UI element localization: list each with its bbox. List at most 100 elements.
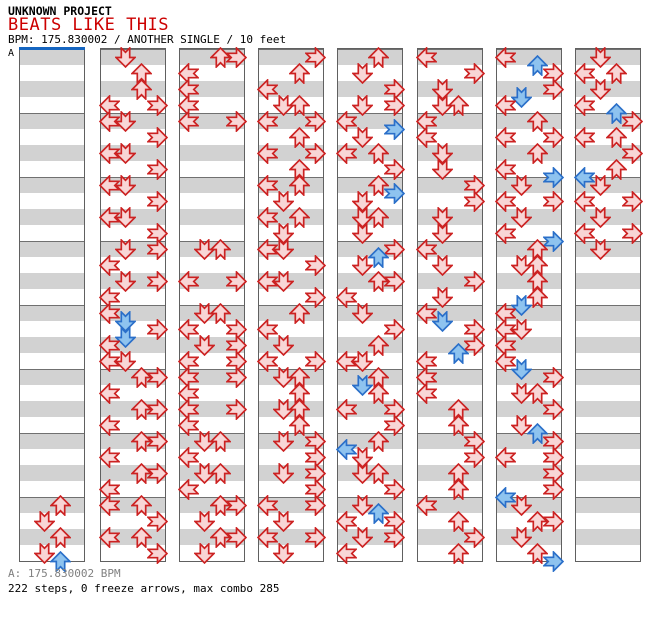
note-right-arrow-icon bbox=[146, 430, 168, 452]
note-down-arrow-icon bbox=[351, 350, 373, 372]
footer-stats-text: 222 steps, 0 freeze arrows, max combo 28… bbox=[8, 582, 280, 595]
note-up-arrow-icon bbox=[526, 270, 548, 292]
note-right-arrow-icon bbox=[383, 182, 405, 204]
note-right-arrow-icon bbox=[383, 118, 405, 140]
note-left-arrow-icon bbox=[177, 110, 199, 132]
note-down-arrow-icon bbox=[431, 254, 453, 276]
note-right-arrow-icon bbox=[146, 126, 168, 148]
note-down-arrow-icon bbox=[351, 494, 373, 516]
note-left-arrow-icon bbox=[177, 318, 199, 340]
note-up-arrow-icon bbox=[367, 206, 389, 228]
chart-column-6 bbox=[415, 46, 485, 564]
note-down-arrow-icon bbox=[114, 110, 136, 132]
note-right-arrow-icon bbox=[225, 398, 247, 420]
note-left-arrow-icon bbox=[177, 478, 199, 500]
note-down-arrow-icon bbox=[33, 542, 55, 564]
note-right-arrow-icon bbox=[383, 238, 405, 260]
note-left-arrow-icon bbox=[494, 190, 516, 212]
note-up-arrow-icon bbox=[288, 414, 310, 436]
note-down-arrow-icon bbox=[431, 222, 453, 244]
note-down-arrow-icon bbox=[589, 238, 611, 260]
note-left-arrow-icon bbox=[256, 350, 278, 372]
note-left-arrow-icon bbox=[98, 446, 120, 468]
note-left-arrow-icon bbox=[494, 446, 516, 468]
note-right-arrow-icon bbox=[304, 350, 326, 372]
note-right-arrow-icon bbox=[225, 526, 247, 548]
note-up-arrow-icon bbox=[288, 158, 310, 180]
note-right-arrow-icon bbox=[383, 318, 405, 340]
note-left-arrow-icon bbox=[98, 350, 120, 372]
note-left-arrow-icon bbox=[573, 190, 595, 212]
note-up-arrow-icon bbox=[526, 254, 548, 276]
note-up-arrow-icon bbox=[526, 382, 548, 404]
note-up-arrow-icon bbox=[49, 494, 71, 516]
note-down-arrow-icon bbox=[431, 206, 453, 228]
note-up-arrow-icon bbox=[367, 462, 389, 484]
note-right-arrow-icon bbox=[463, 446, 485, 468]
note-down-arrow-icon bbox=[114, 206, 136, 228]
chart-column-1 bbox=[19, 47, 85, 572]
note-right-arrow-icon bbox=[304, 286, 326, 308]
note-up-arrow-icon bbox=[367, 366, 389, 388]
note-down-arrow-icon bbox=[114, 238, 136, 260]
note-down-arrow-icon bbox=[510, 318, 532, 340]
note-up-arrow-icon bbox=[209, 46, 231, 68]
note-right-arrow-icon bbox=[146, 94, 168, 116]
note-left-arrow-icon bbox=[494, 158, 516, 180]
note-up-arrow-icon bbox=[288, 382, 310, 404]
note-down-arrow-icon bbox=[351, 526, 373, 548]
chart-column-5 bbox=[335, 46, 405, 564]
note-down-arrow-icon bbox=[351, 446, 373, 468]
note-right-arrow-icon bbox=[304, 494, 326, 516]
note-down-arrow-icon bbox=[193, 542, 215, 564]
chart-column-8 bbox=[573, 46, 643, 562]
note-up-arrow-icon bbox=[605, 102, 627, 124]
note-left-arrow-icon bbox=[256, 78, 278, 100]
note-down-arrow-icon bbox=[114, 310, 136, 332]
note-up-arrow-icon bbox=[526, 286, 548, 308]
note-up-arrow-icon bbox=[209, 430, 231, 452]
note-left-arrow-icon bbox=[256, 206, 278, 228]
note-right-arrow-icon bbox=[146, 366, 168, 388]
note-down-arrow-icon bbox=[351, 222, 373, 244]
note-left-arrow-icon bbox=[98, 110, 120, 132]
note-down-arrow-icon bbox=[351, 302, 373, 324]
note-left-arrow-icon bbox=[256, 174, 278, 196]
note-down-arrow-icon bbox=[272, 222, 294, 244]
note-right-arrow-icon bbox=[304, 142, 326, 164]
note-left-arrow-icon bbox=[573, 94, 595, 116]
note-right-arrow-icon bbox=[146, 542, 168, 564]
chart-column-3 bbox=[177, 46, 247, 564]
note-up-arrow-icon bbox=[367, 142, 389, 164]
note-left-arrow-icon bbox=[335, 438, 357, 460]
note-up-arrow-icon bbox=[605, 126, 627, 148]
note-right-arrow-icon bbox=[542, 126, 564, 148]
note-up-arrow-icon bbox=[130, 62, 152, 84]
note-left-arrow-icon bbox=[256, 110, 278, 132]
note-right-arrow-icon bbox=[383, 94, 405, 116]
note-left-arrow-icon bbox=[98, 302, 120, 324]
note-up-arrow-icon bbox=[367, 174, 389, 196]
note-up-arrow-icon bbox=[526, 142, 548, 164]
note-up-arrow-icon bbox=[367, 334, 389, 356]
note-right-arrow-icon bbox=[225, 110, 247, 132]
note-up-arrow-icon bbox=[367, 270, 389, 292]
note-right-arrow-icon bbox=[542, 166, 564, 188]
note-down-arrow-icon bbox=[589, 78, 611, 100]
note-down-arrow-icon bbox=[351, 374, 373, 396]
note-up-arrow-icon bbox=[605, 62, 627, 84]
note-right-arrow-icon bbox=[542, 230, 564, 252]
song-subtitle: BPM: 175.830002 / ANOTHER SINGLE / 10 fe… bbox=[8, 33, 287, 46]
note-up-arrow-icon bbox=[367, 246, 389, 268]
chart-column-4 bbox=[256, 46, 326, 564]
note-right-arrow-icon bbox=[463, 190, 485, 212]
note-up-arrow-icon bbox=[130, 526, 152, 548]
note-up-arrow-icon bbox=[288, 126, 310, 148]
note-down-arrow-icon bbox=[351, 126, 373, 148]
note-left-arrow-icon bbox=[335, 542, 357, 564]
note-down-arrow-icon bbox=[114, 270, 136, 292]
note-up-arrow-icon bbox=[367, 502, 389, 524]
note-up-arrow-icon bbox=[288, 174, 310, 196]
note-right-arrow-icon bbox=[225, 494, 247, 516]
note-up-arrow-icon bbox=[367, 46, 389, 68]
